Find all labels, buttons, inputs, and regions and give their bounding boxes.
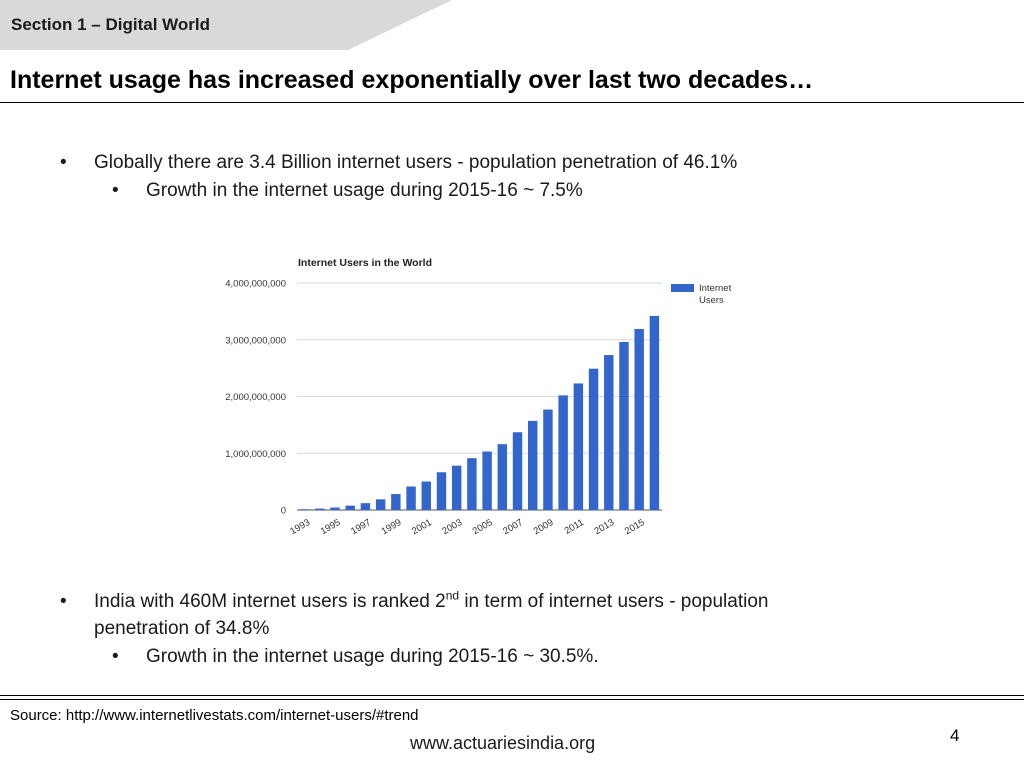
bullet-india-continuation: penetration of 34.8% — [94, 618, 270, 639]
y-tick-label: 4,000,000,000 — [225, 279, 286, 290]
bar-2012 — [588, 368, 599, 510]
x-tick-label: 2011 — [563, 517, 586, 537]
x-tick-label: 2013 — [592, 517, 616, 537]
bar-1999 — [391, 494, 401, 510]
bar-2003 — [451, 465, 462, 510]
bar-1994 — [315, 508, 325, 510]
bullet-dot: • — [112, 180, 119, 201]
bullet-text: Growth in the internet usage during 2015… — [146, 180, 583, 201]
bullet-dot: • — [112, 646, 119, 667]
page-number: 4 — [950, 726, 960, 745]
bar-2009 — [543, 409, 553, 510]
legend-label-line2: Users — [699, 295, 724, 306]
bullet-text: Globally there are 3.4 Billion internet … — [94, 152, 738, 173]
bar-1997 — [360, 503, 371, 510]
legend-swatch — [671, 284, 694, 292]
y-tick-label: 2,000,000,000 — [225, 392, 286, 403]
x-tick-label: 2015 — [623, 517, 647, 537]
india-text-part2: in term of internet users - population — [459, 591, 769, 612]
bar-1996 — [345, 505, 355, 510]
bar-2000 — [406, 486, 416, 510]
y-tick-label: 0 — [281, 506, 286, 517]
x-tick-label: 2003 — [440, 517, 464, 537]
legend-label-line1: Internet — [699, 283, 732, 294]
x-tick-label: 1999 — [380, 517, 404, 537]
rank-suffix: nd — [445, 588, 460, 603]
bullet-dot: • — [60, 152, 67, 173]
bar-2008 — [528, 420, 538, 510]
footer-divider-bottom — [0, 699, 1024, 700]
website-url: www.actuariesindia.org — [410, 733, 596, 753]
bullet-dot: • — [60, 591, 67, 612]
bar-2006 — [497, 444, 508, 510]
bar-2010 — [558, 395, 568, 510]
x-tick-label: 1995 — [319, 517, 343, 537]
bar-2016 — [649, 315, 660, 510]
india-text-part1: India with 460M internet users is ranked… — [94, 591, 446, 612]
bar-2011 — [573, 383, 584, 510]
x-tick-label: 1997 — [349, 517, 373, 537]
bar-1998 — [375, 499, 386, 510]
page-title: Internet usage has increased exponential… — [10, 66, 814, 94]
bar-2002 — [436, 472, 447, 510]
bar-2014 — [619, 342, 629, 510]
internet-users-chart: Internet Users in the World 0 1,000,000,00… — [225, 257, 732, 537]
bar-1993 — [299, 509, 310, 510]
x-tick-label: 2005 — [471, 517, 495, 537]
bar-1995 — [330, 507, 340, 510]
bar-2013 — [604, 355, 614, 510]
y-tick-label: 3,000,000,000 — [225, 335, 286, 346]
bar-2005 — [482, 451, 492, 510]
source-citation: Source: http://www.internetlivestats.com… — [10, 707, 419, 724]
x-tick-label: 2001 — [410, 517, 434, 537]
x-tick-label: 1993 — [288, 517, 312, 537]
bar-2007 — [512, 432, 523, 510]
bar-2015 — [634, 328, 644, 510]
bar-2004 — [467, 458, 477, 510]
title-divider — [0, 102, 1024, 103]
chart-title: Internet Users in the World — [298, 257, 432, 269]
bullet-text: Growth in the internet usage during 2015… — [146, 646, 599, 667]
y-tick-label: 1,000,000,000 — [225, 449, 286, 460]
x-tick-label: 2007 — [501, 517, 525, 537]
bullet-text: India with 460M internet users is ranked… — [94, 588, 769, 613]
bar-2001 — [421, 481, 431, 510]
x-tick-label: 2009 — [532, 517, 556, 537]
footer-divider-top — [0, 695, 1024, 696]
section-label: Section 1 – Digital World — [11, 15, 210, 34]
